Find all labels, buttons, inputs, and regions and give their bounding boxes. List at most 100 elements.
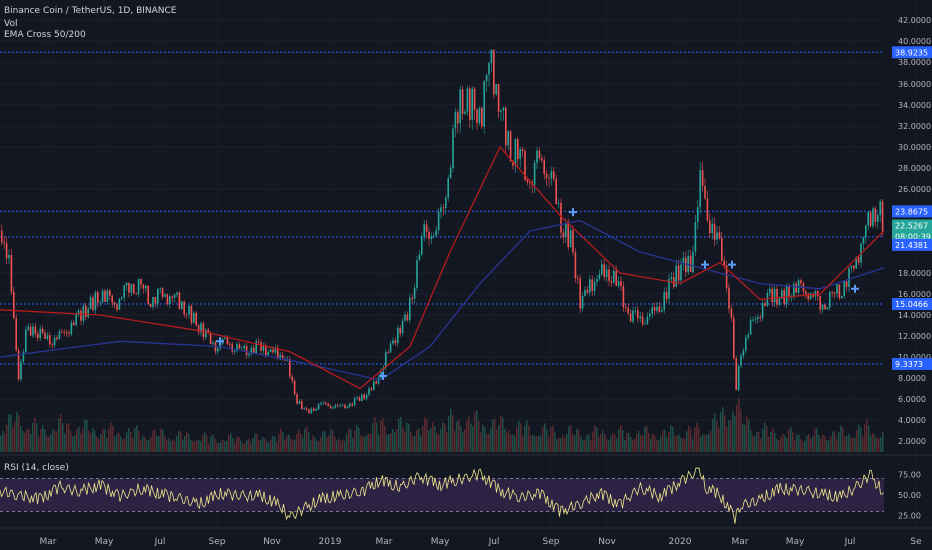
candle-body	[164, 294, 166, 297]
symbol-title[interactable]: Binance Coin / TetherUS, 1D, BINANCE	[4, 6, 177, 16]
price-label-box	[892, 357, 932, 370]
candle-body	[363, 394, 365, 399]
volume-bar	[734, 415, 736, 452]
volume-bar	[408, 423, 410, 452]
volume-bar	[744, 424, 746, 452]
candle-body	[536, 150, 538, 163]
candle-body	[433, 235, 435, 237]
candle-body	[224, 337, 226, 340]
volume-bar	[88, 430, 90, 452]
candle-body	[843, 281, 845, 296]
candle-body	[574, 252, 577, 279]
price-label-box	[892, 219, 932, 232]
candle-body	[824, 304, 826, 309]
volume-bar	[484, 427, 486, 452]
candle-body	[711, 223, 713, 234]
volume-bar	[134, 428, 136, 452]
volume-bar	[34, 417, 36, 452]
candle-body	[637, 310, 639, 319]
candle-body	[262, 345, 265, 351]
volume-bar	[250, 442, 252, 452]
candle-body	[553, 171, 555, 179]
candle-body	[442, 207, 445, 209]
volume-bar	[314, 437, 316, 452]
candle-body	[627, 307, 629, 314]
candle-body	[34, 326, 37, 334]
volume-bar	[36, 423, 38, 452]
volume-bar	[124, 438, 126, 452]
candle-body	[641, 316, 644, 325]
candle-body	[401, 320, 404, 334]
volume-bar	[568, 426, 570, 452]
candle-body	[651, 307, 653, 314]
candle-body	[409, 297, 411, 321]
candle-body	[848, 267, 850, 288]
volume-bar	[632, 440, 634, 452]
candle-body	[857, 257, 860, 263]
price-label-box	[892, 205, 932, 218]
volume-bar	[276, 442, 278, 452]
volume-bar	[230, 433, 232, 452]
candle-body	[740, 355, 742, 367]
candle-body	[764, 303, 766, 306]
volume-bar	[642, 435, 644, 452]
volume-bar	[54, 430, 56, 452]
volume-bar	[64, 433, 66, 452]
volume-bar	[540, 435, 542, 452]
volume-bar	[266, 442, 268, 452]
candle-body	[257, 341, 260, 343]
volume-bar	[830, 436, 832, 452]
volume-bar	[210, 436, 212, 452]
volume-bar	[530, 435, 532, 452]
volume-bar	[260, 440, 262, 452]
volume-bar	[478, 420, 480, 452]
candle-body	[193, 312, 195, 323]
candle-body	[238, 344, 241, 349]
volume-bar	[290, 438, 292, 452]
volume-bar	[634, 438, 636, 452]
candle-body	[589, 279, 591, 293]
candle-body	[687, 255, 689, 272]
volume-bar	[444, 423, 446, 452]
candle-body	[584, 289, 586, 296]
volume-bar	[310, 440, 312, 452]
volume-bar	[608, 440, 610, 452]
candle-body	[493, 49, 495, 95]
volume-bar	[542, 426, 544, 452]
volume-bar	[644, 426, 646, 452]
candle-body	[260, 342, 262, 351]
volume-bar	[714, 413, 716, 452]
volume-bar	[704, 434, 706, 452]
volume-bar	[544, 423, 546, 452]
candle-body	[838, 284, 841, 299]
candle-body	[649, 313, 651, 317]
volume-bar	[480, 432, 482, 452]
candle-body	[130, 284, 133, 293]
volume-bar	[298, 430, 300, 452]
candle-body	[121, 297, 123, 299]
rsi-label[interactable]: RSI (14, close)	[4, 463, 69, 473]
candle-body	[459, 89, 461, 124]
volume-bar	[664, 429, 666, 452]
candle-body	[5, 243, 8, 259]
volume-bar	[166, 440, 168, 452]
volume-bar	[494, 418, 496, 452]
candle-body	[15, 318, 17, 351]
volume-indicator-label[interactable]: Vol	[4, 19, 18, 29]
volume-bar	[784, 435, 786, 452]
volume-bar	[406, 422, 408, 452]
candle-body	[296, 394, 298, 404]
volume-bar	[758, 431, 760, 452]
candle-body	[8, 255, 10, 259]
volume-bar	[114, 436, 116, 452]
candle-body	[805, 291, 807, 294]
volume-bar	[534, 436, 536, 452]
volume-bar	[100, 434, 102, 452]
ema-indicator-label[interactable]: EMA Cross 50/200	[4, 30, 86, 40]
volume-bar	[706, 434, 708, 452]
volume-bar	[652, 433, 654, 452]
volume-bar	[788, 429, 790, 452]
volume-bar	[760, 438, 762, 452]
candle-body	[670, 277, 673, 279]
